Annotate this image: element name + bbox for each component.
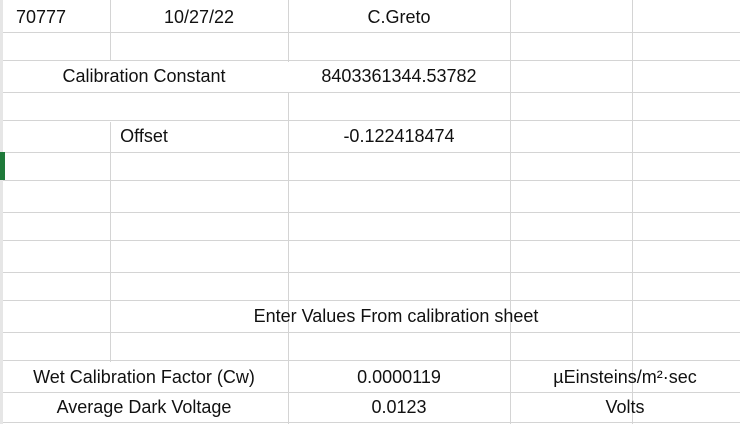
cell-id[interactable]: 70777: [16, 7, 67, 27]
calibration-constant-label[interactable]: Calibration Constant: [62, 66, 226, 86]
column-divider: [110, 122, 111, 362]
dark-voltage-label[interactable]: Average Dark Voltage: [56, 397, 232, 417]
row-divider: [0, 240, 740, 241]
column-divider: [288, 0, 289, 62]
row-divider: [0, 332, 740, 333]
wet-calibration-label[interactable]: Wet Calibration Factor (Cw): [33, 367, 255, 387]
dark-voltage-value[interactable]: 0.0123: [371, 397, 427, 417]
selected-row-indicator: [0, 152, 5, 180]
wet-calibration-unit[interactable]: µEinsteins/m²·sec: [553, 367, 697, 387]
row-divider: [0, 272, 740, 273]
offset-label[interactable]: Offset: [120, 126, 168, 146]
row-divider: [0, 180, 740, 181]
cell-name[interactable]: C.Greto: [367, 7, 431, 27]
cell-date[interactable]: 10/27/22: [163, 7, 235, 27]
row-divider: [0, 152, 740, 153]
row-divider: [0, 212, 740, 213]
row-divider: [0, 120, 740, 121]
offset-value[interactable]: -0.122418474: [343, 126, 455, 146]
wet-calibration-value[interactable]: 0.0000119: [357, 367, 441, 387]
column-divider: [110, 0, 111, 60]
row-divider: [0, 60, 740, 61]
row-header-edge: [0, 0, 3, 424]
row-divider: [0, 92, 740, 93]
column-divider: [288, 364, 289, 424]
column-divider: [288, 92, 289, 364]
instruction-text[interactable]: Enter Values From calibration sheet: [253, 306, 539, 326]
dark-voltage-unit[interactable]: Volts: [605, 397, 645, 417]
row-divider: [0, 360, 740, 361]
row-divider: [0, 32, 740, 33]
row-divider: [0, 300, 740, 301]
row-divider: [0, 422, 740, 423]
row-divider: [0, 392, 740, 393]
calibration-constant-value[interactable]: 8403361344.53782: [321, 66, 477, 86]
